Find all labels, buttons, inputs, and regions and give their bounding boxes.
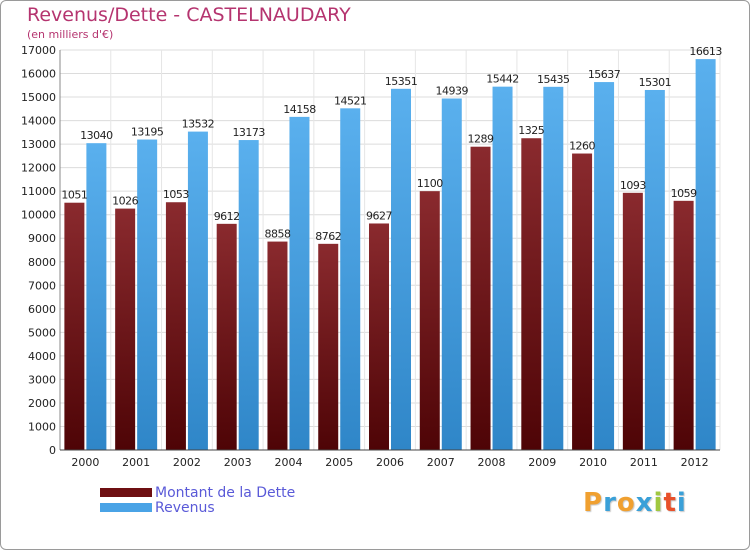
- y-tick-label: 12000: [21, 162, 56, 175]
- debt-bar: [622, 192, 643, 450]
- revenus-value-label: 13040: [80, 129, 113, 142]
- debt-bar: [572, 153, 593, 450]
- revenus-value-label: 15301: [639, 76, 672, 89]
- x-tick-label: 2006: [376, 456, 404, 469]
- revenus-value-label: 14158: [283, 103, 316, 116]
- revenus-bar: [238, 140, 259, 450]
- logo-letter: i: [653, 488, 664, 518]
- x-tick-label: 2001: [122, 456, 150, 469]
- revenus-bar: [441, 98, 462, 451]
- debt-bar: [115, 208, 136, 450]
- proxiti-logo: Proxiti: [583, 488, 687, 518]
- debt-bar: [470, 146, 491, 451]
- debt-value-label: 1026: [112, 195, 138, 208]
- chart-subtitle: (en milliers d'€): [27, 28, 114, 41]
- y-tick-label: 3000: [28, 373, 56, 386]
- revenus-value-label: 15442: [486, 73, 519, 86]
- debt-bar: [521, 138, 542, 450]
- x-tick-label: 2004: [274, 456, 302, 469]
- debt-value-label: 1289: [468, 133, 494, 146]
- y-tick-label: 15000: [21, 91, 56, 104]
- logo-letter: x: [635, 488, 654, 518]
- y-tick-label: 7000: [28, 279, 56, 292]
- x-tick-label: 2005: [325, 456, 353, 469]
- y-tick-label: 11000: [21, 185, 56, 198]
- revenus-bar: [543, 86, 564, 450]
- revenus-bar: [86, 143, 107, 451]
- revenus-bar: [137, 139, 158, 450]
- x-tick-label: 2000: [71, 456, 99, 469]
- revenus-value-label: 14939: [436, 84, 469, 97]
- logo-letter: r: [603, 488, 617, 518]
- logo-letter: i: [676, 488, 687, 518]
- y-tick-label: 2000: [28, 397, 56, 410]
- logo-letter: o: [616, 488, 636, 518]
- debt-bar: [165, 202, 186, 450]
- chart-title: Revenus/Dette - CASTELNAUDARY: [27, 4, 351, 26]
- debt-value-label: 9627: [366, 209, 392, 222]
- revenus-bar: [340, 108, 361, 451]
- legend-label-revenus: Revenus: [155, 500, 215, 516]
- debt-value-label: 1051: [61, 189, 87, 202]
- y-tick-label: 0: [49, 444, 56, 457]
- y-tick-label: 14000: [21, 115, 56, 128]
- debt-value-label: 9612: [214, 210, 240, 223]
- y-tick-label: 6000: [28, 303, 56, 316]
- y-tick-label: 8000: [28, 256, 56, 269]
- y-tick-label: 16000: [21, 68, 56, 81]
- debt-value-label: 1325: [518, 124, 544, 137]
- revenus-bar: [289, 116, 310, 450]
- revenus-value-label: 13173: [232, 126, 265, 139]
- legend-swatch-revenus: [100, 503, 152, 512]
- logo-letter: P: [583, 488, 604, 518]
- revenus-value-label: 13195: [131, 126, 164, 139]
- x-tick-label: 2010: [579, 456, 607, 469]
- x-tick-label: 2002: [173, 456, 201, 469]
- revenus-bar: [695, 59, 716, 450]
- y-tick-label: 5000: [28, 326, 56, 339]
- y-tick-label: 17000: [21, 44, 56, 57]
- revenus-value-label: 13532: [182, 118, 215, 131]
- debt-bar: [216, 223, 237, 450]
- revenus-bar: [391, 88, 411, 451]
- debt-value-label: 1093: [620, 179, 646, 192]
- debt-value-label: 1059: [671, 187, 697, 200]
- logo-letter: t: [663, 488, 677, 518]
- x-tick-label: 2012: [681, 456, 709, 469]
- debt-bar: [673, 200, 694, 450]
- debt-value-label: 1053: [163, 188, 189, 201]
- x-tick-label: 2003: [224, 456, 252, 469]
- y-tick-label: 9000: [28, 232, 56, 245]
- debt-value-label: 8858: [264, 228, 290, 241]
- debt-value-label: 1260: [569, 140, 595, 153]
- y-tick-label: 1000: [28, 420, 56, 433]
- debt-bar: [318, 243, 339, 450]
- x-tick-label: 2009: [528, 456, 556, 469]
- revenus-value-label: 15351: [385, 75, 418, 88]
- debt-bar: [369, 223, 389, 450]
- x-tick-label: 2011: [630, 456, 658, 469]
- y-tick-label: 4000: [28, 350, 56, 363]
- x-tick-label: 2008: [478, 456, 506, 469]
- debt-bar: [64, 202, 85, 450]
- y-tick-label: 10000: [21, 209, 56, 222]
- debt-value-label: 8762: [315, 230, 341, 243]
- revenus-value-label: 15637: [588, 68, 621, 81]
- revenus-bar: [492, 86, 513, 451]
- revenus-bar: [644, 89, 665, 450]
- bar-chart: 1051 13040 1026 13195 1053 13532 9612 13173 8858…: [21, 44, 723, 469]
- revenus-bar: [594, 82, 615, 450]
- legend-swatch-debt: [100, 488, 152, 497]
- revenus-bar: [187, 131, 208, 450]
- y-tick-label: 13000: [21, 138, 56, 151]
- debt-bar: [267, 241, 288, 450]
- legend-label-debt: Montant de la Dette: [155, 485, 296, 501]
- revenus-value-label: 15435: [537, 73, 570, 86]
- revenus-value-label: 16613: [689, 45, 722, 58]
- revenus-value-label: 14521: [334, 94, 367, 107]
- x-tick-label: 2007: [427, 456, 455, 469]
- plot-area: [60, 50, 720, 450]
- debt-value-label: 1100: [417, 177, 443, 190]
- debt-bar: [419, 191, 440, 451]
